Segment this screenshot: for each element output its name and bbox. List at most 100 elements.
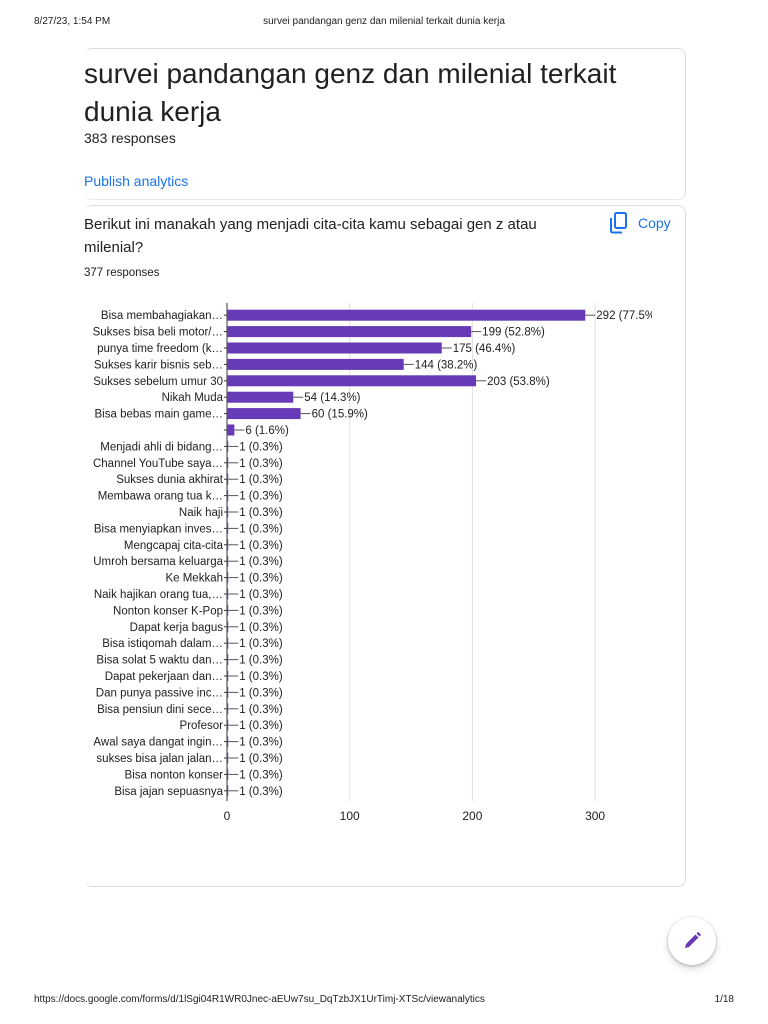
category-label: Bisa membahagiakan… [101, 310, 223, 322]
form-title: survei pandangan genz dan milenial terka… [84, 58, 617, 127]
print-page-number: 1/18 [714, 994, 734, 1005]
edit-fab-button[interactable] [668, 917, 716, 965]
data-label: 6 (1.6%) [245, 425, 289, 437]
bar [227, 539, 229, 551]
bar [227, 309, 586, 321]
data-label: 203 (53.8%) [487, 376, 550, 388]
bar [227, 621, 229, 633]
data-label: 1 (0.3%) [239, 474, 283, 486]
bar [227, 686, 229, 698]
category-label: Naik haji [179, 507, 223, 519]
data-label: 1 (0.3%) [239, 540, 283, 552]
print-date: 8/27/23, 1:54 PM [34, 16, 111, 27]
bar [227, 473, 229, 485]
bar [227, 408, 301, 420]
data-label: 60 (15.9%) [312, 409, 368, 421]
data-label: 1 (0.3%) [239, 556, 283, 568]
category-label: Naik hajikan orang tua,… [94, 589, 223, 601]
question-text: Berikut ini manakah yang menjadi cita-ci… [84, 216, 537, 256]
pencil-icon [685, 932, 701, 948]
bar [227, 572, 229, 584]
bar [227, 670, 229, 682]
bar [227, 736, 229, 748]
category-label: Dan punya passive inc… [96, 687, 223, 699]
category-label: Membawa orang tua k… [98, 491, 223, 503]
bar [227, 424, 235, 436]
bar [227, 703, 229, 715]
question-card: Berikut ini manakah yang menjadi cita-ci… [84, 205, 686, 887]
data-label: 199 (52.8%) [482, 327, 545, 339]
x-tick-label: 100 [340, 809, 360, 823]
copy-label: Copy [638, 215, 671, 231]
data-label: 175 (46.4%) [453, 343, 516, 355]
bar [227, 588, 229, 600]
category-label: Bisa nonton konser [125, 769, 224, 781]
category-label: Awal saya dangat ingin… [93, 737, 223, 749]
x-tick-label: 200 [462, 809, 482, 823]
x-tick-label: 0 [224, 809, 231, 823]
category-label: Channel YouTube saya… [93, 458, 223, 470]
category-label: Dapat pekerjaan dan… [105, 671, 223, 683]
category-label: Profesor [180, 720, 224, 732]
data-label: 1 (0.3%) [239, 622, 283, 634]
bar [227, 440, 229, 452]
form-header-card: survei pandangan genz dan milenial terka… [84, 48, 686, 200]
data-label: 1 (0.3%) [239, 491, 283, 503]
category-label: Bisa jajan sepuasnya [114, 786, 223, 798]
print-url: https://docs.google.com/forms/d/1lSgi04R… [34, 994, 485, 1005]
bar [227, 457, 229, 469]
bar [227, 326, 472, 338]
category-label: Bisa bebas main game… [95, 409, 223, 421]
response-count: 383 responses [84, 130, 176, 146]
category-label: Bisa pensiun dini sece… [97, 704, 223, 716]
data-label: 1 (0.3%) [239, 507, 283, 519]
copy-icon [610, 212, 627, 234]
category-label: Bisa istiqomah dalam… [102, 638, 223, 650]
bar [227, 555, 229, 567]
category-label: Sukses sebelum umur 30 [93, 376, 223, 388]
bar [227, 342, 442, 354]
data-label: 1 (0.3%) [239, 737, 283, 749]
bar [227, 522, 229, 534]
bar [227, 490, 229, 502]
bar [227, 637, 229, 649]
bar [227, 752, 229, 764]
data-label: 54 (14.3%) [304, 392, 360, 404]
data-label: 1 (0.3%) [239, 753, 283, 765]
print-doc-title: survei pandangan genz dan milenial terka… [263, 16, 505, 27]
bar [227, 768, 229, 780]
data-label: 1 (0.3%) [239, 769, 283, 781]
x-tick-label: 300 [585, 809, 605, 823]
publish-analytics-link[interactable]: Publish analytics [84, 173, 189, 189]
data-label: 1 (0.3%) [239, 687, 283, 699]
category-label: Bisa solat 5 waktu dan… [96, 655, 223, 667]
category-label: Umroh bersama keluarga [93, 556, 223, 568]
question-response-count: 377 responses [84, 267, 160, 279]
bar [227, 719, 229, 731]
data-label: 1 (0.3%) [239, 671, 283, 683]
category-label: Dapat kerja bagus [130, 622, 224, 634]
data-label: 292 (77.5%) [596, 310, 659, 322]
data-label: 1 (0.3%) [239, 720, 283, 732]
print-footer: https://docs.google.com/forms/d/1lSgi04R… [0, 994, 768, 1008]
data-label: 1 (0.3%) [239, 441, 283, 453]
data-label: 144 (38.2%) [415, 359, 478, 371]
category-label: Ke Mekkah [165, 573, 223, 585]
category-label: Menjadi ahli di bidang… [100, 441, 223, 453]
data-label: 1 (0.3%) [239, 786, 283, 798]
category-label: Sukses bisa beli motor/… [93, 327, 223, 339]
data-label: 1 (0.3%) [239, 589, 283, 601]
data-label: 1 (0.3%) [239, 605, 283, 617]
data-label: 1 (0.3%) [239, 523, 283, 535]
bar [227, 654, 229, 666]
data-label: 1 (0.3%) [239, 573, 283, 585]
category-label: Bisa menyiapkan inves… [94, 523, 223, 535]
category-label: Sukses karir bisnis seb… [94, 359, 223, 371]
data-label: 1 (0.3%) [239, 458, 283, 470]
copy-chart-button[interactable]: Copy [608, 211, 678, 235]
data-label: 1 (0.3%) [239, 704, 283, 716]
bar [227, 506, 229, 518]
category-label: Mengcapaj cita-cita [124, 540, 224, 552]
bar [227, 604, 229, 616]
category-label: Sukses dunia akhirat [116, 474, 224, 486]
